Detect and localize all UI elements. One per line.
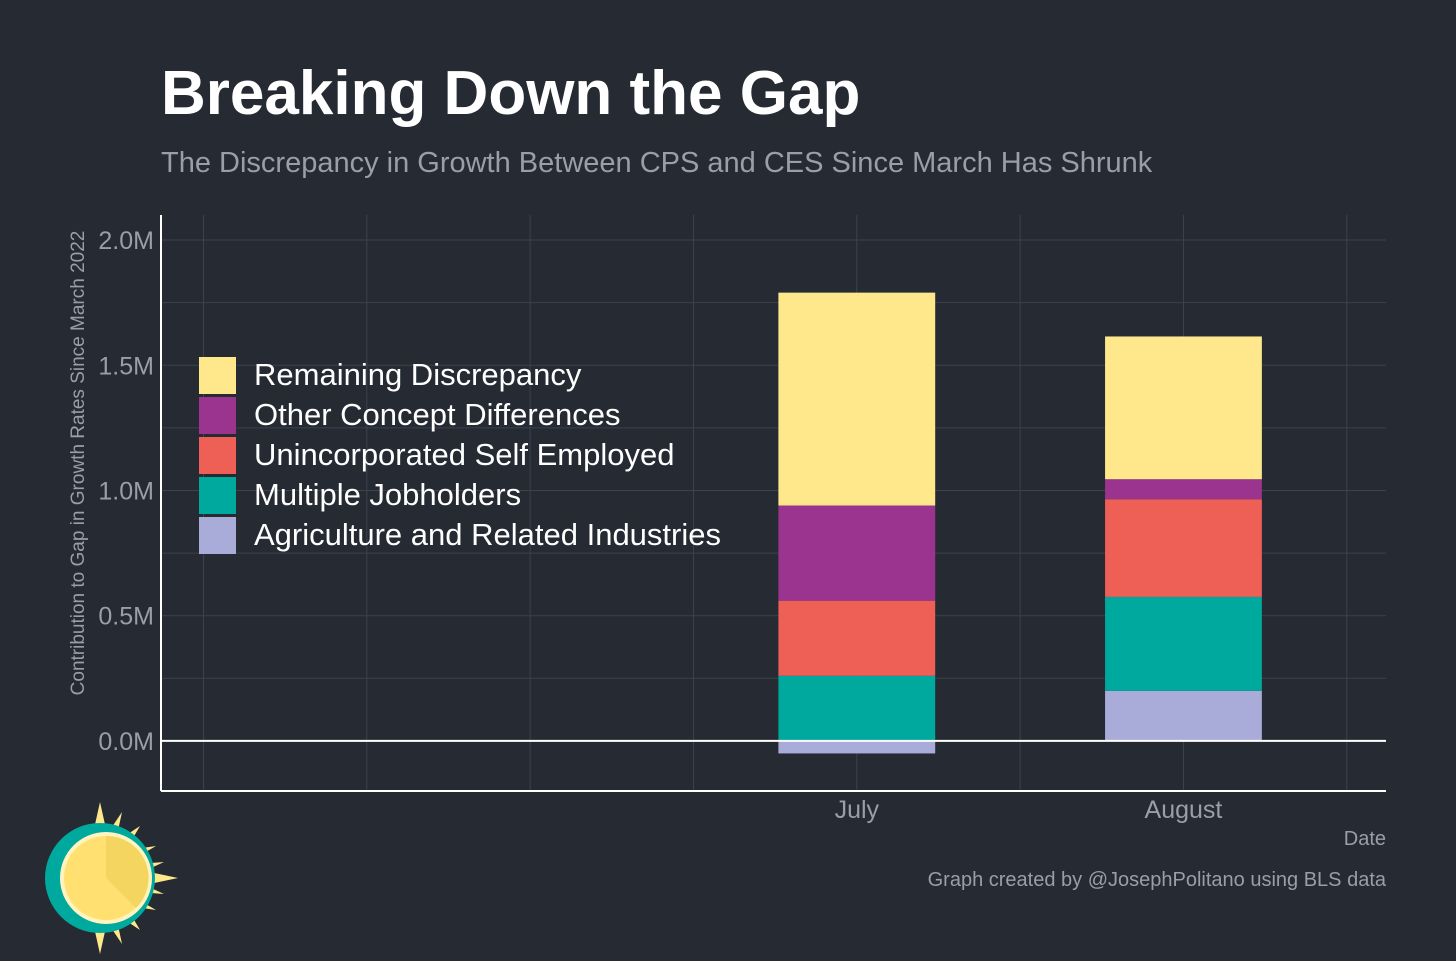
- x-tick-label: August: [1145, 796, 1223, 824]
- legend-label: Other Concept Differences: [254, 397, 621, 432]
- bar-august-remaining-discrepancy: [1105, 336, 1262, 480]
- y-tick-label: 1.5M: [98, 352, 154, 380]
- bar-august-agriculture-and-related-industries: [1105, 690, 1262, 741]
- legend-label: Unincorporated Self Employed: [254, 437, 675, 472]
- x-tick-label: July: [835, 796, 880, 824]
- bar-july-multiple-jobholders: [778, 675, 936, 741]
- legend-item: Remaining Discrepancy: [199, 355, 721, 395]
- legend-swatch: [199, 436, 236, 474]
- y-tick-label: 0.5M: [98, 603, 154, 631]
- bar-july-agriculture-and-related-industries: [778, 740, 936, 754]
- legend-item: Agriculture and Related Industries: [199, 515, 721, 555]
- legend-label: Multiple Jobholders: [254, 477, 522, 512]
- legend-item: Other Concept Differences: [199, 395, 721, 435]
- chart-title: Breaking Down the Gap: [161, 59, 861, 128]
- y-axis-label: Contribution to Gap in Growth Rates Sinc…: [68, 231, 89, 696]
- legend-swatch: [199, 356, 236, 394]
- bar-august-other-concept-differences: [1105, 479, 1262, 500]
- y-tick-label: 1.0M: [98, 477, 154, 505]
- legend-label: Agriculture and Related Industries: [254, 517, 721, 552]
- y-tick-label: 0.0M: [98, 728, 154, 756]
- legend: Remaining Discrepancy Other Concept Diffe…: [199, 355, 721, 555]
- bar-july-unincorporated-self-employed: [778, 600, 936, 676]
- bar-august-unincorporated-self-employed: [1105, 499, 1262, 597]
- x-axis-label: Date: [1344, 828, 1386, 850]
- legend-label: Remaining Discrepancy: [254, 357, 582, 392]
- chart-subtitle: The Discrepancy in Growth Between CPS an…: [161, 147, 1153, 179]
- legend-swatch: [199, 516, 236, 554]
- legend-item: Multiple Jobholders: [199, 475, 721, 515]
- legend-swatch: [199, 396, 236, 434]
- bar-august-multiple-jobholders: [1105, 596, 1262, 691]
- bar-july-other-concept-differences: [778, 505, 936, 601]
- legend-item: Unincorporated Self Employed: [199, 435, 721, 475]
- y-tick-label: 2.0M: [98, 227, 154, 255]
- bar-july-remaining-discrepancy: [778, 292, 936, 506]
- legend-swatch: [199, 476, 236, 514]
- sun-logo-icon: [45, 802, 178, 954]
- credit: Graph created by @JosephPolitano using B…: [927, 869, 1386, 891]
